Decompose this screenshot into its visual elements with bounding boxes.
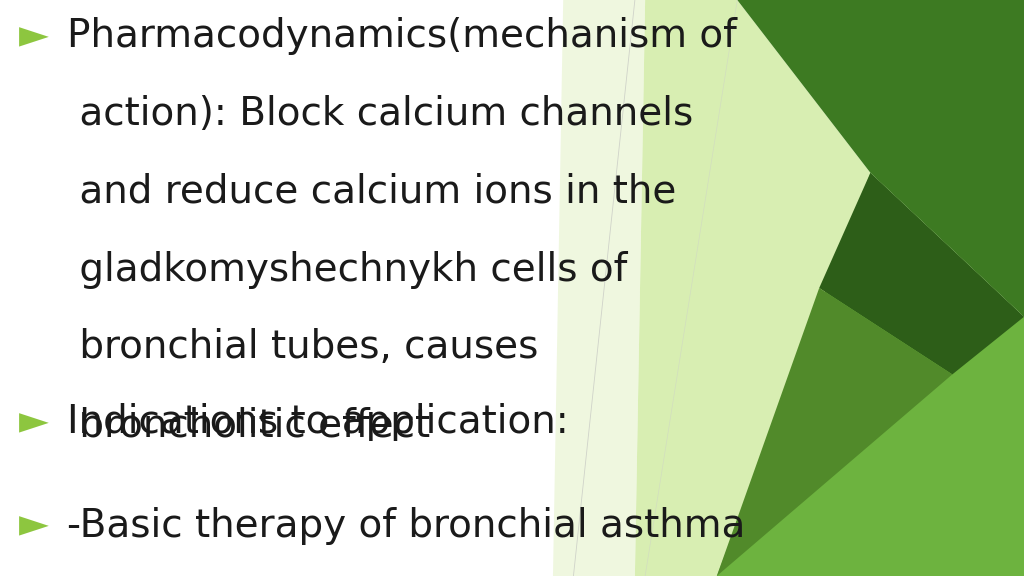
Text: action): Block calcium channels: action): Block calcium channels xyxy=(67,95,693,133)
Text: broncholitic effect: broncholitic effect xyxy=(67,406,430,444)
Polygon shape xyxy=(717,288,952,576)
Polygon shape xyxy=(553,0,645,576)
Text: Pharmacodynamics(mechanism of: Pharmacodynamics(mechanism of xyxy=(67,17,736,55)
Polygon shape xyxy=(635,0,870,576)
Text: ►: ► xyxy=(18,403,48,441)
Text: gladkomyshechnykh cells of: gladkomyshechnykh cells of xyxy=(67,251,627,289)
Text: -Basic therapy of bronchial asthma: -Basic therapy of bronchial asthma xyxy=(67,507,744,545)
Text: Indications to application:: Indications to application: xyxy=(67,403,568,441)
Text: ►: ► xyxy=(18,17,48,55)
Text: and reduce calcium ions in the: and reduce calcium ions in the xyxy=(67,173,676,211)
Text: bronchial tubes, causes: bronchial tubes, causes xyxy=(67,328,538,366)
Polygon shape xyxy=(717,173,1024,576)
Polygon shape xyxy=(819,173,1024,374)
Polygon shape xyxy=(737,0,1024,317)
Text: ►: ► xyxy=(18,507,48,545)
